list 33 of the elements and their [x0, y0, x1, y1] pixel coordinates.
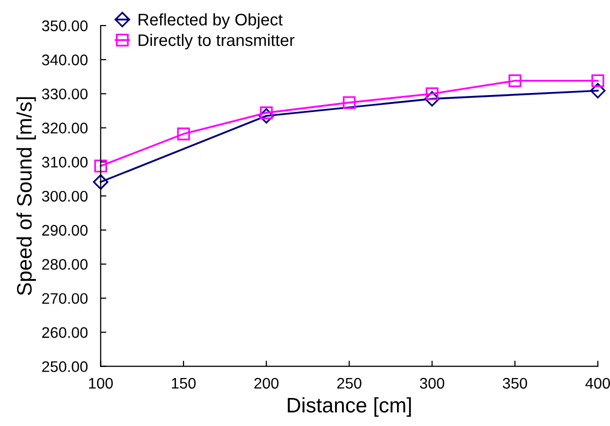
- x-tick-label: 100: [89, 378, 113, 389]
- point: [508, 74, 522, 88]
- point: [426, 87, 438, 100]
- y-tick-label: 260.00: [42, 327, 88, 338]
- x-tick-label: 200: [254, 378, 279, 389]
- point: [258, 108, 274, 124]
- y-tick-label: 350.00: [42, 20, 88, 32]
- y-tick-label: 270.00: [42, 293, 88, 304]
- point: [94, 160, 108, 172]
- legend-label: Reflected by Object: [138, 13, 283, 29]
- legend-label: Directly to transmitter: [138, 34, 294, 50]
- x-tick-label: 300: [420, 378, 444, 389]
- y-axis-title: Speed of Sound [m/s]: [16, 97, 36, 296]
- x-tick-label: 400: [585, 378, 610, 389]
- y-tick-label: 250.00: [42, 361, 88, 372]
- y-tick-label: 320.00: [42, 122, 88, 134]
- point: [260, 106, 273, 120]
- y-tick-label: 330.00: [42, 88, 88, 100]
- point: [590, 82, 606, 98]
- y-tick-label: 340.00: [42, 54, 88, 66]
- point: [424, 91, 440, 107]
- point: [92, 174, 108, 190]
- y-tick-label: 300.00: [42, 190, 88, 202]
- x-axis-title: Distance [cm]: [288, 397, 411, 417]
- y-tick-label: 290.00: [42, 224, 88, 236]
- y-tick-label: 280.00: [42, 258, 88, 270]
- y-tick-label: 310.00: [42, 156, 88, 168]
- x-tick-label: 150: [172, 378, 196, 389]
- point: [342, 96, 356, 109]
- point: [177, 128, 190, 140]
- point: [591, 74, 604, 88]
- x-tick-label: 250: [337, 378, 362, 389]
- x-tick-label: 350: [502, 378, 528, 389]
